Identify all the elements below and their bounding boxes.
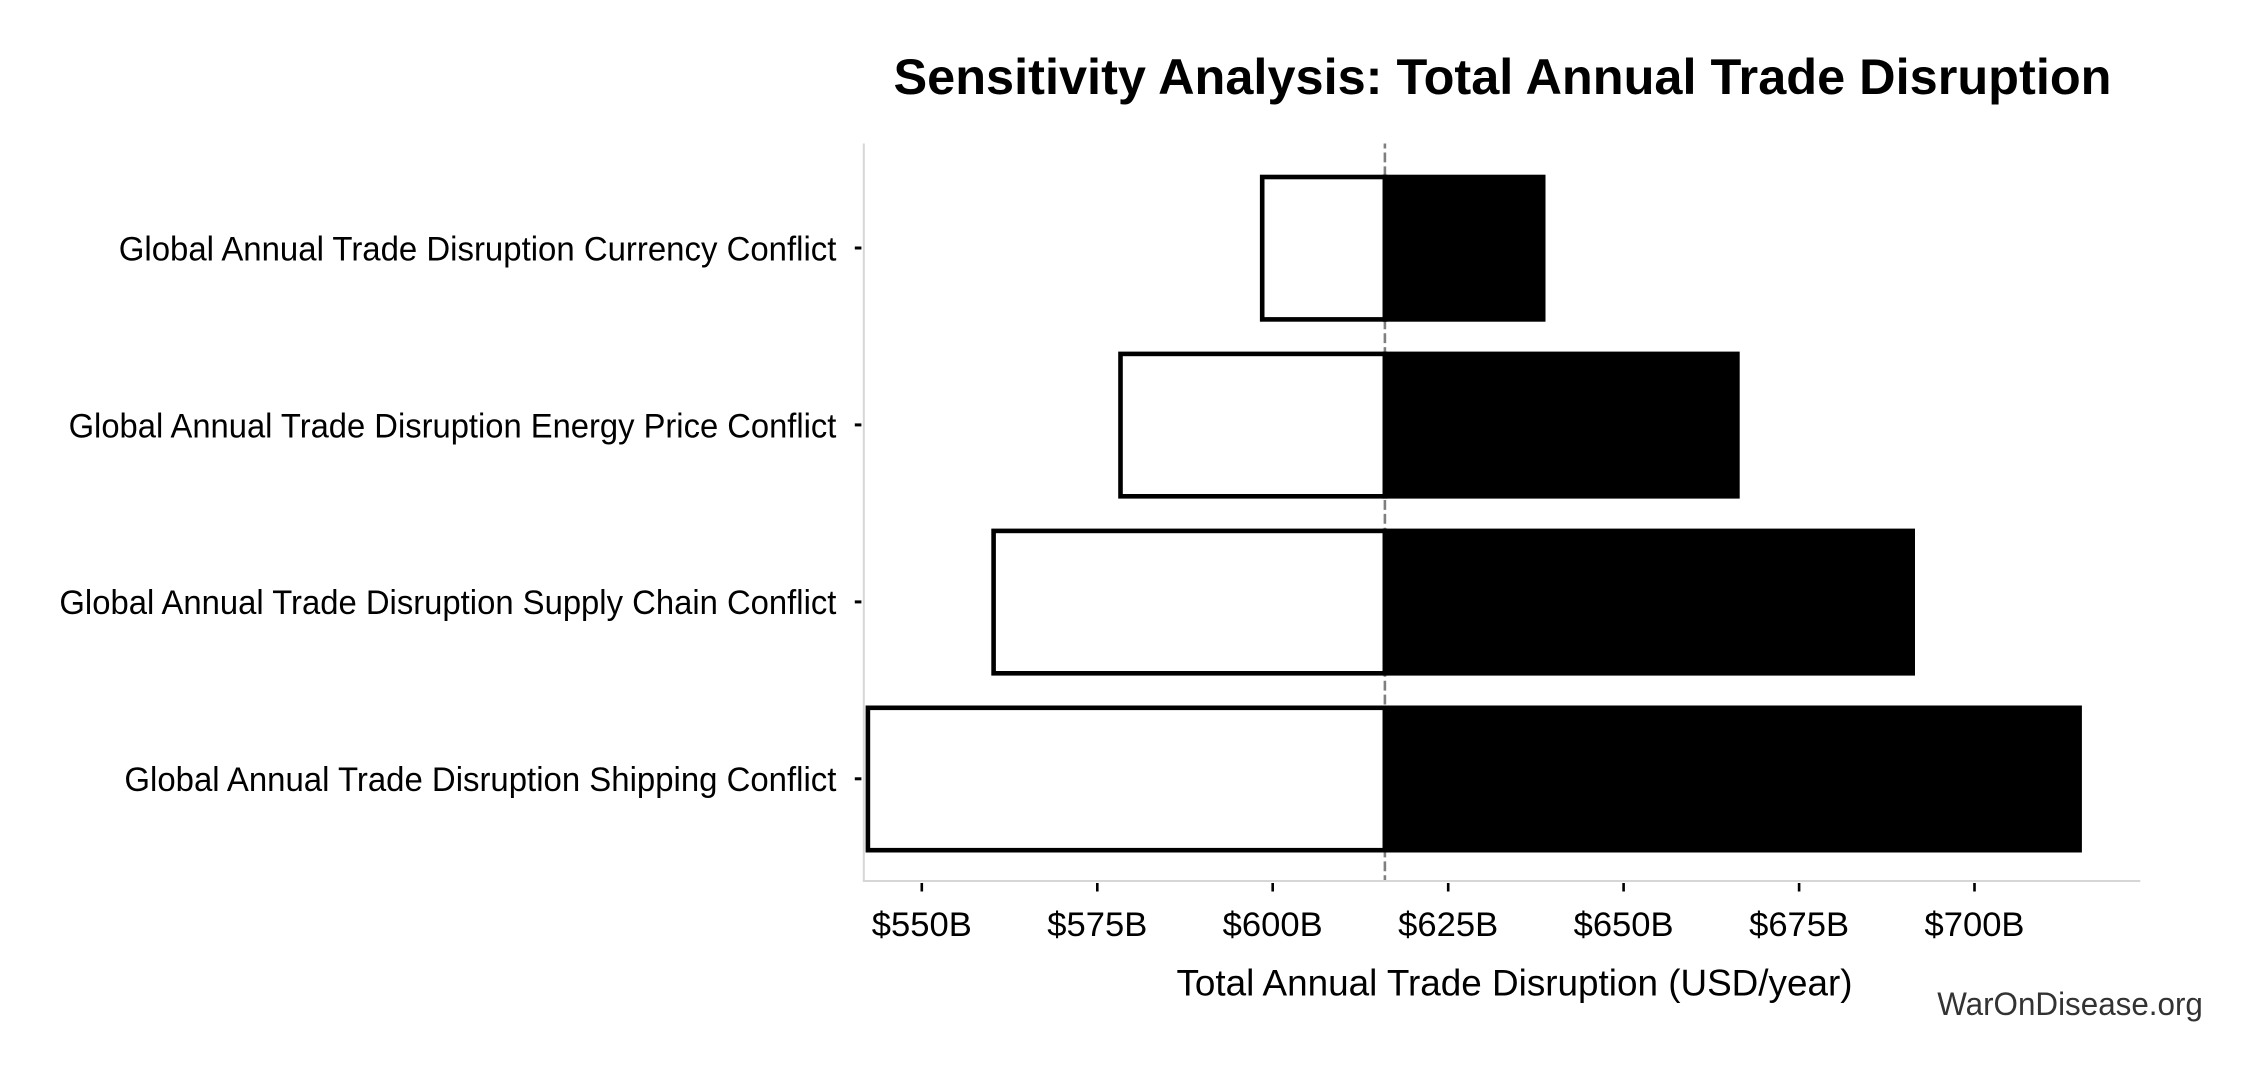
svg-text:$625B: $625B: [1398, 906, 1498, 944]
svg-text:Global Annual Trade Disruption: Global Annual Trade Disruption Currency …: [119, 230, 837, 268]
svg-text:$575B: $575B: [1047, 906, 1147, 944]
svg-text:Global Annual Trade Disruption: Global Annual Trade Disruption Supply Ch…: [59, 584, 837, 622]
svg-text:$550B: $550B: [872, 906, 972, 944]
svg-text:Global Annual Trade Disruption: Global Annual Trade Disruption Energy Pr…: [69, 407, 837, 445]
svg-text:Total Annual Trade Disruption: Total Annual Trade Disruption (USD/year): [1177, 962, 1853, 1004]
svg-text:Global Annual Trade Disruption: Global Annual Trade Disruption Shipping …: [124, 761, 837, 799]
svg-text:$600B: $600B: [1223, 906, 1323, 944]
svg-text:$700B: $700B: [1925, 906, 2025, 944]
svg-text:$675B: $675B: [1749, 906, 1849, 944]
svg-text:$650B: $650B: [1574, 906, 1674, 944]
svg-text:Sensitivity Analysis: Total An: Sensitivity Analysis: Total Annual Trade…: [894, 49, 2112, 105]
svg-text:WarOnDisease.org: WarOnDisease.org: [1937, 986, 2203, 1022]
